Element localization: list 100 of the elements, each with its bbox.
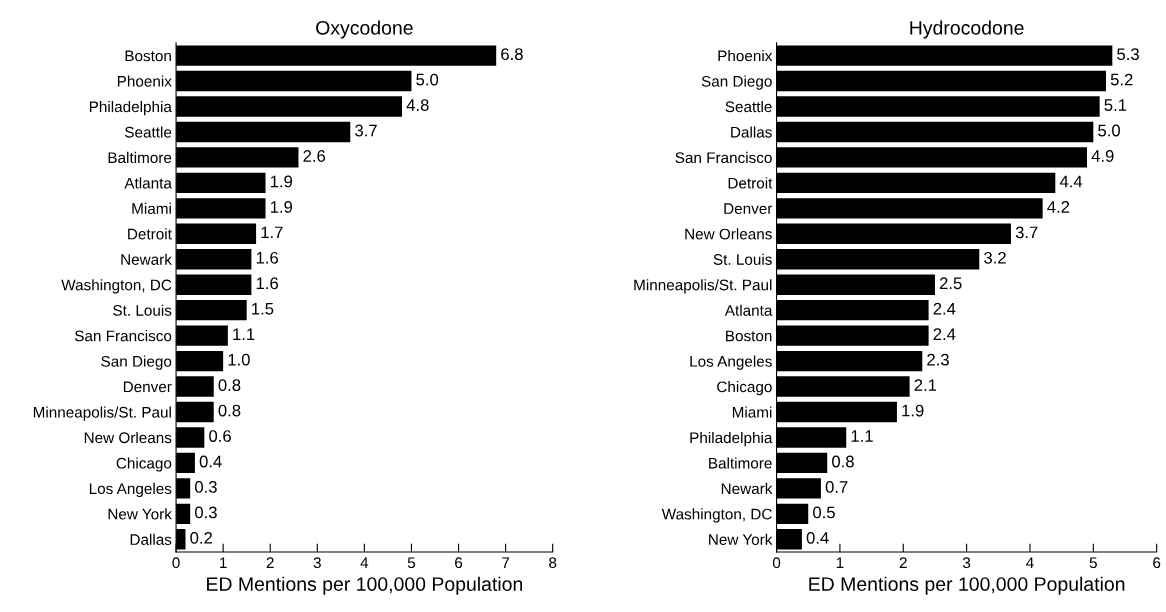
y-tick-label: New York	[108, 508, 172, 520]
y-tick-label: Dallas	[130, 533, 172, 545]
x-axis-title: ED Mentions per 100,000 Population	[809, 576, 1125, 595]
data-label: 2.3	[927, 353, 949, 366]
y-tick-label: Baltimore	[709, 457, 772, 469]
data-label: 5.2	[1110, 73, 1133, 86]
y-tick-label: New Orleans	[685, 228, 772, 240]
data-label: 5.0	[416, 73, 439, 86]
data-label: 0.4	[199, 455, 222, 468]
y-tick-label: Phoenix	[718, 50, 773, 62]
data-label: 2.4	[933, 328, 956, 340]
data-label: 2.6	[303, 150, 326, 162]
y-tick-label: San Diego	[101, 355, 172, 370]
y-tick-label: Detroit	[128, 228, 172, 240]
y-tick-label: New York	[709, 533, 773, 545]
x-tick-label: 6	[1153, 557, 1161, 569]
y-tick-label: Atlanta	[124, 177, 172, 189]
y-tick-label: Boston	[125, 50, 171, 62]
y-tick-label: San Francisco	[675, 151, 772, 164]
y-tick-label: Los Angeles	[690, 355, 772, 370]
y-tick-label: New Orleans	[84, 431, 172, 444]
y-tick-label: Baltimore	[108, 151, 172, 164]
y-tick-label: Chicago	[116, 457, 172, 472]
data-label: 0.6	[209, 430, 231, 442]
data-label: 5.1	[1104, 99, 1127, 111]
y-tick-label: Dallas	[731, 126, 772, 138]
y-tick-label: Newark	[721, 482, 773, 495]
x-tick-label: 4	[360, 557, 369, 568]
data-label: 0.3	[195, 481, 217, 493]
y-tick-label: Washington, DC	[61, 279, 172, 294]
data-label: 0.4	[806, 531, 829, 544]
y-tick-label: Minneapolis/St. Paul	[33, 406, 171, 421]
data-label: 0.2	[190, 531, 212, 544]
chart-title: Oxycodone	[316, 20, 413, 39]
y-tick-label: Boston	[726, 330, 772, 342]
y-tick-label: Los Angeles	[89, 482, 172, 498]
data-label: 1.1	[851, 430, 873, 442]
data-label: 0.8	[218, 404, 241, 417]
x-tick-label: 1	[220, 557, 227, 568]
data-label: 3.7	[355, 124, 377, 137]
x-tick-label: 0	[172, 557, 180, 569]
y-tick-label: St. Louis	[713, 253, 772, 265]
data-label: 5.0	[1098, 124, 1120, 137]
x-tick-label: 5	[1089, 557, 1097, 569]
data-label: 4.8	[406, 99, 429, 111]
data-label: 3.7	[1015, 226, 1038, 239]
data-label: 0.8	[218, 379, 241, 392]
y-tick-label: Miami	[132, 202, 171, 215]
y-tick-label: Newark	[121, 253, 172, 265]
y-tick-label: Phoenix	[117, 75, 172, 87]
data-label: 1.0	[228, 353, 250, 366]
y-tick-label: San Diego	[701, 75, 772, 90]
data-label: 6.8	[501, 48, 523, 61]
data-label: 1.6	[256, 277, 278, 290]
data-label: 4.2	[1047, 201, 1070, 213]
x-tick-label: 2	[899, 557, 907, 568]
data-label: 2.4	[933, 302, 956, 315]
data-label: 2.5	[939, 277, 962, 290]
chart-title: Hydrocodone	[910, 20, 1024, 39]
y-tick-label: Atlanta	[724, 304, 773, 316]
data-label: 1.1	[233, 328, 255, 340]
data-label: 4.9	[1091, 150, 1114, 162]
data-label: 3.2	[984, 251, 1006, 264]
y-tick-label: Seattle	[725, 100, 772, 113]
data-label: 0.3	[195, 506, 217, 519]
y-tick-label: Philadelphia	[89, 100, 172, 116]
x-tick-label: 6	[455, 557, 463, 569]
x-tick-label: 3	[313, 557, 321, 569]
data-label: 5.3	[1117, 48, 1139, 61]
data-label: 1.6	[256, 251, 278, 264]
data-label: 1.7	[261, 226, 283, 239]
y-tick-label: Denver	[724, 203, 773, 215]
x-tick-label: 7	[502, 557, 510, 568]
x-tick-label: 8	[549, 557, 557, 569]
data-label: 2.1	[914, 379, 937, 391]
y-tick-label: Denver	[123, 381, 172, 393]
x-tick-label: 2	[266, 557, 274, 568]
data-label: 1.9	[270, 201, 293, 213]
x-tick-label: 3	[962, 557, 971, 569]
y-tick-label: San Francisco	[74, 330, 172, 342]
x-tick-label: 0	[772, 557, 781, 569]
x-axis-title: ED Mentions per 100,000 Population	[207, 576, 523, 595]
data-label: 1.5	[252, 303, 274, 315]
data-label: 0.7	[825, 481, 848, 493]
data-label: 0.8	[832, 455, 854, 468]
y-tick-label: St. Louis	[113, 304, 172, 316]
y-tick-label: Miami	[732, 406, 772, 418]
x-tick-label: 5	[407, 557, 416, 569]
y-tick-label: Detroit	[728, 177, 773, 189]
x-tick-label: 1	[836, 557, 844, 568]
y-tick-label: Chicago	[717, 381, 772, 396]
x-tick-label: 4	[1026, 557, 1034, 568]
data-label: 1.9	[270, 175, 293, 188]
data-label: 1.9	[902, 404, 924, 417]
data-label: 0.5	[813, 506, 835, 519]
y-tick-label: Seattle	[125, 126, 172, 138]
y-tick-label: Minneapolis/St. Paul	[634, 279, 772, 294]
y-tick-label: Philadelphia	[690, 431, 773, 447]
data-label: 4.4	[1059, 175, 1083, 188]
y-tick-label: Washington, DC	[661, 508, 772, 523]
